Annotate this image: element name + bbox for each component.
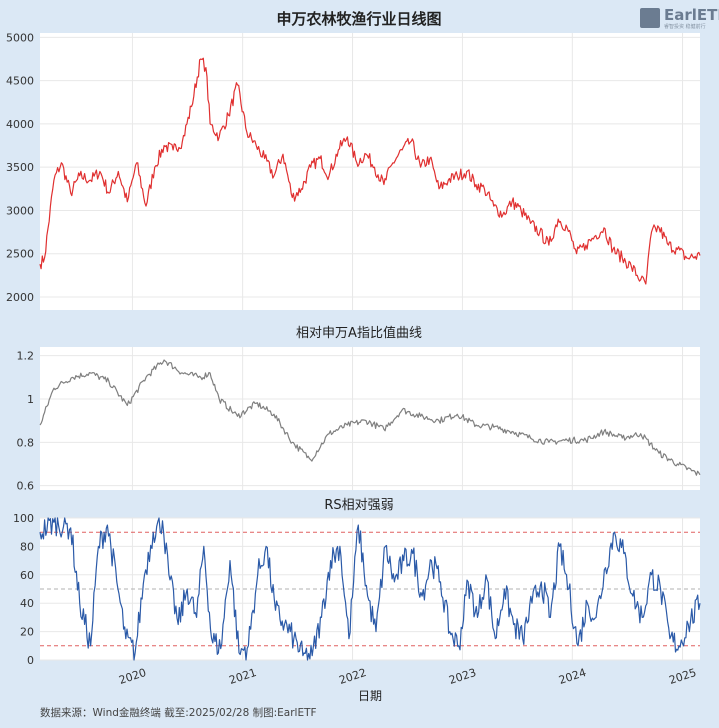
y-tick-label: 80 [20, 540, 34, 553]
y-tick-label: 3000 [6, 204, 34, 217]
y-tick-label: 2000 [6, 291, 34, 304]
y-tick-label: 1.2 [17, 350, 35, 363]
panel-title: RS相对强弱 [324, 498, 393, 513]
x-tick-label: 2023 [447, 666, 478, 687]
y-tick-label: 5000 [6, 31, 34, 44]
y-tick-label: 20 [20, 626, 34, 639]
y-tick-label: 4000 [6, 118, 34, 131]
y-tick-label: 0.6 [17, 480, 35, 493]
y-tick-label: 2500 [6, 248, 34, 261]
x-tick-label: 2025 [667, 666, 698, 687]
panel-title: 相对申万A指比值曲线 [296, 325, 422, 341]
plot-area [40, 347, 700, 490]
source-footer: 数据来源：Wind金融终端 截至:2025/02/28 制图:EarlETF [40, 706, 317, 719]
y-tick-label: 40 [20, 597, 34, 610]
series-line [39, 359, 701, 476]
y-tick-label: 1 [27, 393, 34, 406]
x-axis-label: 日期 [358, 689, 382, 703]
x-tick-label: 2022 [337, 666, 368, 687]
series-line [39, 517, 701, 661]
series-line [39, 57, 701, 285]
x-tick-label: 2021 [227, 666, 258, 687]
earletf-logo: EarlETF 睿智投资 稳健前行 [640, 6, 719, 30]
x-tick-label: 2020 [117, 666, 148, 687]
panel-title: 申万农林牧渔行业日线图 [276, 10, 441, 28]
x-tick-label: 2024 [557, 666, 588, 687]
y-tick-label: 100 [13, 512, 34, 525]
y-tick-label: 0 [27, 654, 34, 667]
logo-text: EarlETF [664, 6, 719, 24]
logo-subtext: 睿智投资 稳健前行 [664, 24, 706, 30]
logo-mark-icon [640, 8, 660, 28]
plot-area [40, 33, 700, 310]
y-tick-label: 60 [20, 569, 34, 582]
y-tick-label: 4500 [6, 75, 34, 88]
y-tick-label: 3500 [6, 161, 34, 174]
y-tick-label: 0.8 [17, 436, 35, 449]
